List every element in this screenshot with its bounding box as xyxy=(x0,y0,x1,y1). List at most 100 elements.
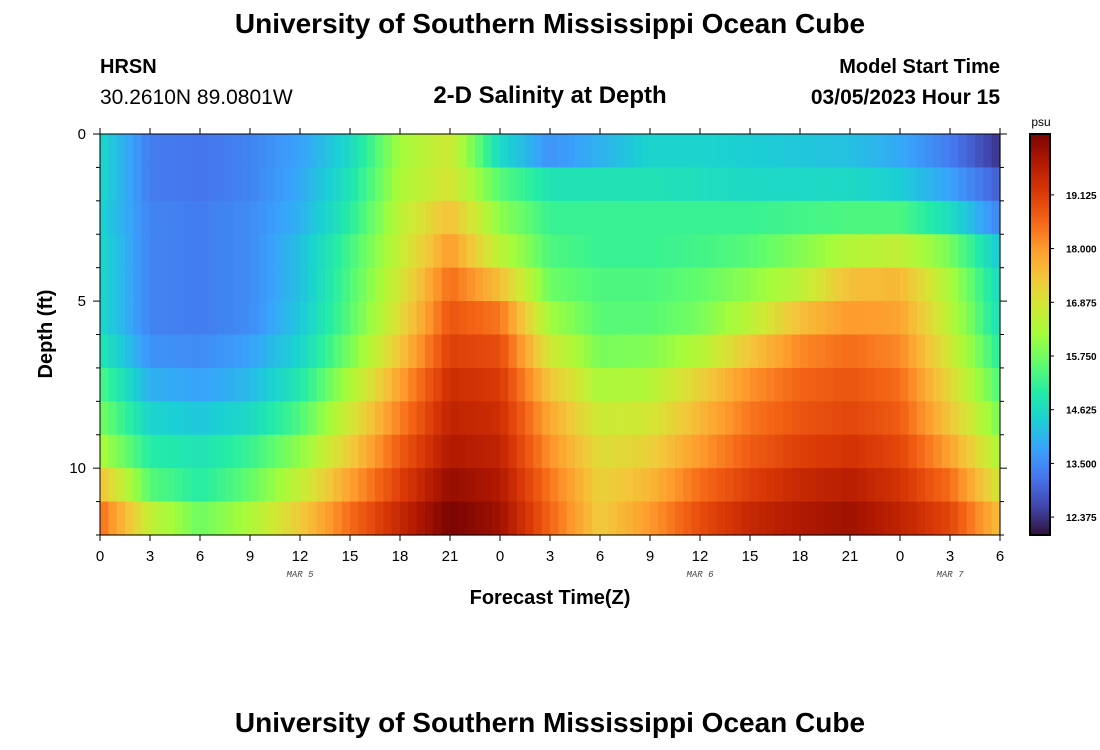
heatmap-cell xyxy=(200,334,209,369)
heatmap-cell xyxy=(425,334,434,369)
heatmap-cell xyxy=(216,501,226,536)
heatmap-cell xyxy=(608,401,618,436)
heatmap-cell xyxy=(783,367,793,402)
heatmap-cell xyxy=(208,367,218,402)
heatmap-cell xyxy=(441,468,451,503)
heatmap-cell xyxy=(966,134,976,169)
heatmap-cell xyxy=(750,401,759,436)
heatmap-cell xyxy=(633,501,643,536)
heatmap-cell xyxy=(275,334,284,369)
heatmap-cell xyxy=(491,334,501,369)
heatmap-cell xyxy=(175,200,184,235)
heatmap-cell xyxy=(683,434,693,469)
heatmap-cell xyxy=(683,134,693,169)
heatmap-cell xyxy=(858,401,868,436)
heatmap-cell xyxy=(258,367,268,402)
heatmap-cell xyxy=(741,134,751,169)
heatmap-cell xyxy=(816,301,826,336)
heatmap-cell xyxy=(983,334,993,369)
heatmap-cell xyxy=(500,267,509,302)
heatmap-cell xyxy=(333,301,343,336)
heatmap-cell xyxy=(458,301,468,336)
heatmap-cell xyxy=(916,200,926,235)
heatmap-cell xyxy=(191,234,201,269)
heatmap-cell xyxy=(533,367,543,402)
heatmap-cell xyxy=(741,267,751,302)
heatmap-cell xyxy=(175,134,184,169)
heatmap-cell xyxy=(725,334,734,369)
heatmap-cell xyxy=(525,301,534,336)
heatmap-cell xyxy=(908,501,918,536)
heatmap-cell xyxy=(400,234,409,269)
heatmap-cell xyxy=(616,401,626,436)
heatmap-cell xyxy=(816,367,826,402)
heatmap-cell xyxy=(150,267,159,302)
heatmap-cell xyxy=(566,301,576,336)
heatmap-cell xyxy=(441,334,451,369)
heatmap-cell xyxy=(500,234,509,269)
heatmap-cell xyxy=(350,200,359,235)
heatmap-cell xyxy=(150,301,159,336)
heatmap-cell xyxy=(483,200,493,235)
heatmap-cell xyxy=(316,401,326,436)
heatmap-cell xyxy=(425,367,434,402)
heatmap-cell xyxy=(500,301,509,336)
heatmap-cell xyxy=(741,301,751,336)
heatmap-cell xyxy=(683,468,693,503)
heatmap-cell xyxy=(416,334,426,369)
heatmap-cell xyxy=(475,367,484,402)
heatmap-cell xyxy=(191,434,201,469)
heatmap-cell xyxy=(608,334,618,369)
heatmap-cell xyxy=(883,301,893,336)
heatmap-cell xyxy=(591,468,601,503)
heatmap-cell xyxy=(633,434,643,469)
heatmap-cell xyxy=(133,200,143,235)
heatmap-cell xyxy=(883,234,893,269)
heatmap-cell xyxy=(316,334,326,369)
heatmap-cell xyxy=(750,434,759,469)
heatmap-cell xyxy=(441,134,451,169)
heatmap-cell xyxy=(241,401,251,436)
heatmap-cell xyxy=(341,267,351,302)
heatmap-cell xyxy=(400,134,409,169)
heatmap-cell xyxy=(658,434,668,469)
heatmap-cell xyxy=(166,200,176,235)
heatmap-cell xyxy=(216,134,226,169)
heatmap-cell xyxy=(191,167,201,202)
heatmap-cell xyxy=(508,434,518,469)
heatmap-cell xyxy=(641,501,651,536)
heatmap-cell xyxy=(291,367,301,402)
heatmap-cell xyxy=(683,167,693,202)
heatmap-cell xyxy=(450,267,459,302)
heatmap-cell xyxy=(691,434,701,469)
heatmap-cell xyxy=(783,501,793,536)
heatmap-cell xyxy=(833,200,843,235)
heatmap-cell xyxy=(808,200,818,235)
heatmap-cell xyxy=(325,234,334,269)
heatmap-cell xyxy=(316,301,326,336)
heatmap-cell xyxy=(966,167,976,202)
heatmap-cell xyxy=(991,234,1001,269)
heatmap-cell xyxy=(391,301,401,336)
heatmap-cell xyxy=(783,167,793,202)
heatmap-cell xyxy=(691,468,701,503)
heatmap-cell xyxy=(158,334,168,369)
heatmap-cell xyxy=(383,200,393,235)
heatmap-cell xyxy=(866,200,876,235)
heatmap-cell xyxy=(958,134,968,169)
heatmap-cell xyxy=(491,267,501,302)
heatmap-cell xyxy=(341,501,351,536)
heatmap-cell xyxy=(558,401,568,436)
heatmap-cell xyxy=(316,200,326,235)
heatmap-cell xyxy=(475,167,484,202)
heatmap-cell xyxy=(275,234,284,269)
heatmap-cell xyxy=(150,334,159,369)
heatmap-cell xyxy=(833,334,843,369)
heatmap-cell xyxy=(283,234,293,269)
heatmap-cell xyxy=(708,401,718,436)
heatmap-cell xyxy=(258,301,268,336)
heatmap-cell xyxy=(500,167,509,202)
heatmap-cell xyxy=(350,334,359,369)
heatmap-cell xyxy=(216,200,226,235)
heatmap-cell xyxy=(383,501,393,536)
